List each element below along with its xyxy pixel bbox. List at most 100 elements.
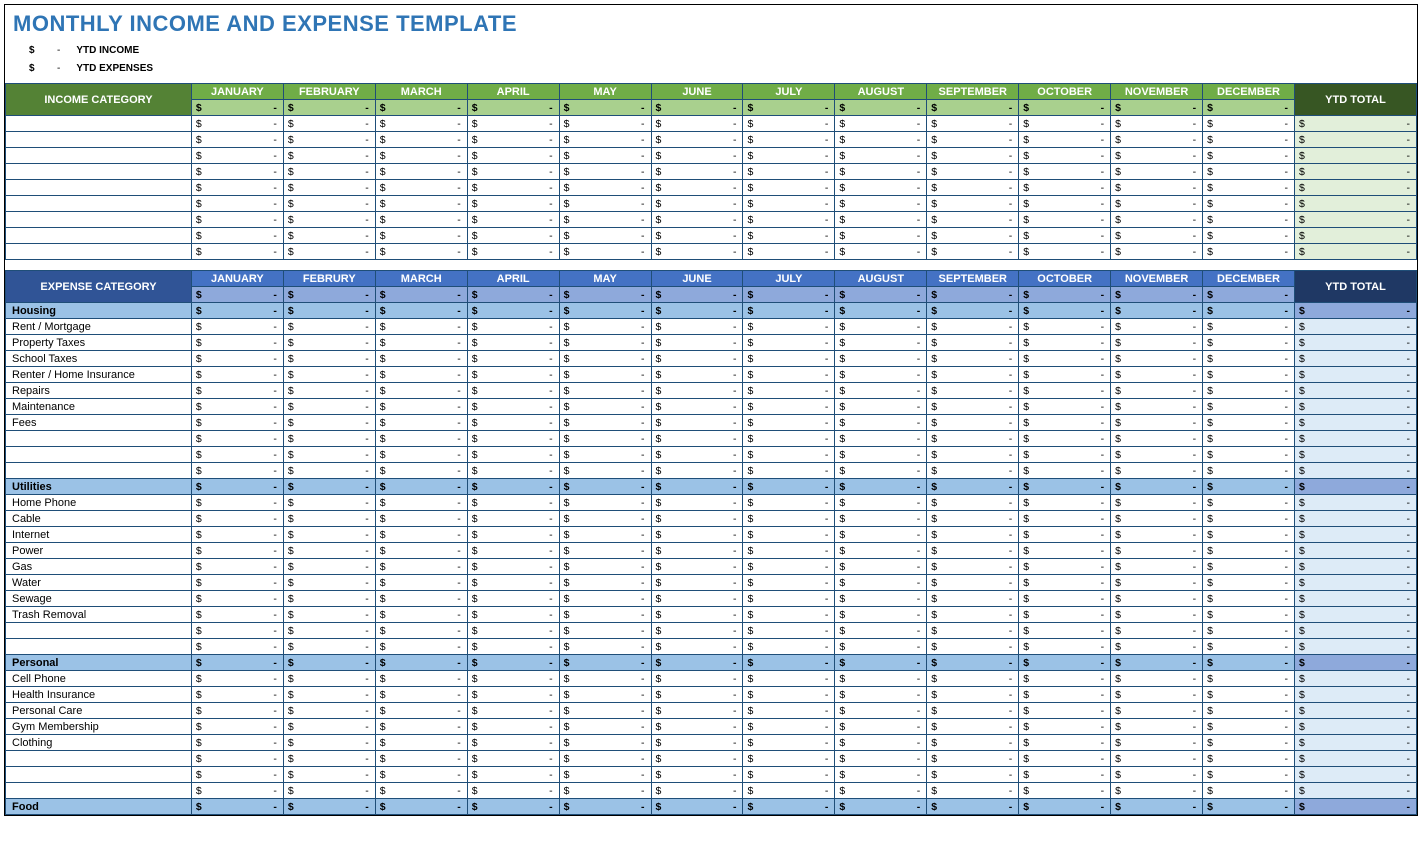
expense-cell[interactable]: $-	[835, 383, 927, 399]
expense-ytd-cell[interactable]: $-	[1294, 751, 1416, 767]
expense-cell[interactable]: $-	[375, 751, 467, 767]
expense-cell[interactable]: $-	[375, 607, 467, 623]
expense-cell[interactable]: $-	[191, 559, 283, 575]
expense-category-cell[interactable]: Renter / Home Insurance	[6, 367, 192, 383]
expense-ytd-cell[interactable]: $-	[1294, 447, 1416, 463]
expense-cell[interactable]: $-	[651, 751, 743, 767]
expense-cell[interactable]: $-	[283, 447, 375, 463]
income-cell[interactable]: $-	[1019, 244, 1111, 260]
expense-cell[interactable]: $-	[743, 767, 835, 783]
expense-category-cell[interactable]: Power	[6, 543, 192, 559]
expense-cell[interactable]: $-	[927, 687, 1019, 703]
expense-cell[interactable]: $-	[651, 639, 743, 655]
expense-cell[interactable]: $-	[375, 703, 467, 719]
expense-category-cell[interactable]: Health Insurance	[6, 687, 192, 703]
expense-cell[interactable]: $-	[651, 735, 743, 751]
expense-cell[interactable]: $-	[191, 783, 283, 799]
income-cell[interactable]: $-	[375, 116, 467, 132]
expense-cell[interactable]: $-	[927, 495, 1019, 511]
expense-category-cell[interactable]: Clothing	[6, 735, 192, 751]
expense-cell[interactable]: $-	[375, 527, 467, 543]
expense-cell[interactable]: $-	[559, 431, 651, 447]
expense-cell[interactable]: $-	[1111, 495, 1203, 511]
expense-cell[interactable]: $-	[1111, 735, 1203, 751]
expense-cell[interactable]: $-	[1203, 719, 1295, 735]
income-cell[interactable]: $-	[1019, 228, 1111, 244]
expense-ytd-cell[interactable]: $-	[1294, 415, 1416, 431]
expense-cell[interactable]: $-	[283, 511, 375, 527]
expense-ytd-cell[interactable]: $-	[1294, 703, 1416, 719]
income-category-cell[interactable]	[6, 132, 192, 148]
expense-cell[interactable]: $-	[743, 383, 835, 399]
income-ytd-cell[interactable]: $-	[1294, 196, 1416, 212]
income-ytd-cell[interactable]: $-	[1294, 244, 1416, 260]
expense-cell[interactable]: $-	[283, 719, 375, 735]
expense-category-cell[interactable]: Gas	[6, 559, 192, 575]
expense-ytd-cell[interactable]: $-	[1294, 607, 1416, 623]
expense-cell[interactable]: $-	[1203, 319, 1295, 335]
expense-cell[interactable]: $-	[1111, 767, 1203, 783]
income-cell[interactable]: $-	[651, 244, 743, 260]
income-cell[interactable]: $-	[191, 244, 283, 260]
income-ytd-cell[interactable]: $-	[1294, 228, 1416, 244]
expense-cell[interactable]: $-	[467, 543, 559, 559]
income-subtotal-cell[interactable]: $-	[191, 100, 283, 116]
expense-cell[interactable]: $-	[467, 415, 559, 431]
expense-ytd-cell[interactable]: $-	[1294, 367, 1416, 383]
income-cell[interactable]: $-	[1019, 116, 1111, 132]
expense-ytd-cell[interactable]: $-	[1294, 431, 1416, 447]
income-cell[interactable]: $-	[1203, 244, 1295, 260]
income-cell[interactable]: $-	[283, 180, 375, 196]
expense-cell[interactable]: $-	[467, 719, 559, 735]
expense-cell[interactable]: $-	[1203, 687, 1295, 703]
expense-category-cell[interactable]	[6, 447, 192, 463]
expense-cell[interactable]: $-	[559, 335, 651, 351]
expense-cell[interactable]: $-	[927, 463, 1019, 479]
expense-category-cell[interactable]	[6, 639, 192, 655]
expense-cell[interactable]: $-	[1203, 351, 1295, 367]
income-cell[interactable]: $-	[467, 196, 559, 212]
expense-cell[interactable]: $-	[835, 543, 927, 559]
expense-cell[interactable]: $-	[283, 767, 375, 783]
expense-group-cell[interactable]: $-	[559, 799, 651, 815]
income-cell[interactable]: $-	[559, 212, 651, 228]
expense-cell[interactable]: $-	[927, 447, 1019, 463]
expense-cell[interactable]: $-	[743, 703, 835, 719]
expense-cell[interactable]: $-	[559, 575, 651, 591]
expense-cell[interactable]: $-	[1019, 527, 1111, 543]
income-cell[interactable]: $-	[283, 212, 375, 228]
expense-cell[interactable]: $-	[835, 687, 927, 703]
expense-cell[interactable]: $-	[1111, 575, 1203, 591]
expense-subtotal-cell[interactable]: $-	[743, 287, 835, 303]
expense-cell[interactable]: $-	[283, 783, 375, 799]
expense-category-cell[interactable]	[6, 783, 192, 799]
expense-subtotal-cell[interactable]: $-	[651, 287, 743, 303]
expense-category-cell[interactable]	[6, 767, 192, 783]
expense-group-cell[interactable]: $-	[835, 799, 927, 815]
expense-cell[interactable]: $-	[467, 559, 559, 575]
income-cell[interactable]: $-	[927, 132, 1019, 148]
expense-cell[interactable]: $-	[1019, 543, 1111, 559]
expense-cell[interactable]: $-	[1111, 719, 1203, 735]
income-category-cell[interactable]	[6, 164, 192, 180]
expense-cell[interactable]: $-	[467, 607, 559, 623]
income-subtotal-cell[interactable]: $-	[1111, 100, 1203, 116]
expense-cell[interactable]: $-	[191, 511, 283, 527]
expense-cell[interactable]: $-	[191, 767, 283, 783]
expense-cell[interactable]: $-	[191, 735, 283, 751]
expense-ytd-cell[interactable]: $-	[1294, 559, 1416, 575]
expense-cell[interactable]: $-	[743, 447, 835, 463]
expense-cell[interactable]: $-	[467, 447, 559, 463]
expense-ytd-cell[interactable]: $-	[1294, 591, 1416, 607]
expense-cell[interactable]: $-	[743, 367, 835, 383]
expense-cell[interactable]: $-	[1019, 367, 1111, 383]
income-cell[interactable]: $-	[191, 164, 283, 180]
expense-group-cell[interactable]: $-	[1111, 479, 1203, 495]
income-cell[interactable]: $-	[835, 244, 927, 260]
income-cell[interactable]: $-	[283, 196, 375, 212]
income-category-cell[interactable]	[6, 212, 192, 228]
expense-cell[interactable]: $-	[1203, 431, 1295, 447]
income-subtotal-cell[interactable]: $-	[1019, 100, 1111, 116]
expense-cell[interactable]: $-	[651, 671, 743, 687]
expense-cell[interactable]: $-	[1203, 559, 1295, 575]
